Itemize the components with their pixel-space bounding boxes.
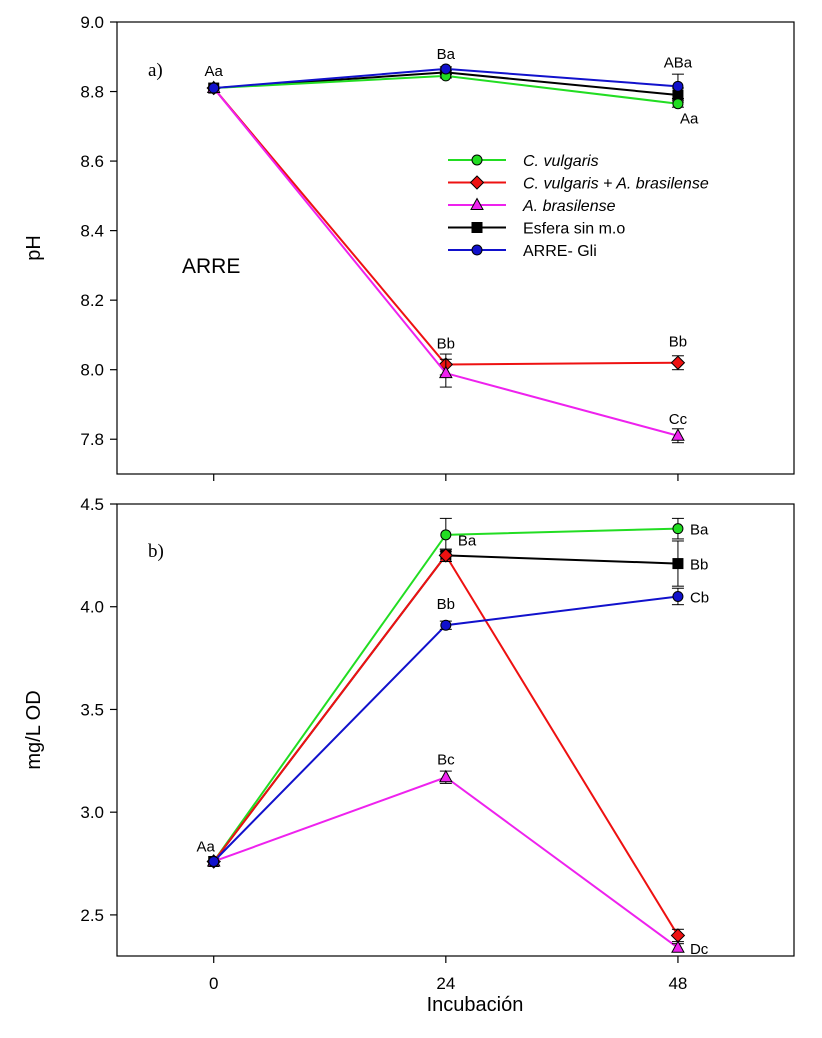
data-point [440, 529, 452, 541]
data-point [438, 769, 453, 783]
y-tick-label: 4.0 [80, 598, 104, 617]
significance-label: Ba [437, 46, 456, 63]
y-tick-label: 4.5 [80, 495, 104, 514]
significance-label: Bb [437, 596, 455, 613]
legend-label: ARRE- Gli [523, 243, 597, 260]
legend-label: A. brasilense [522, 198, 616, 215]
data-point [672, 558, 684, 570]
legend-item-arre-gli: ARRE- Gli [448, 243, 597, 260]
data-point [438, 365, 453, 379]
significance-label: Dc [690, 941, 709, 958]
data-point [670, 928, 686, 943]
series-line [213, 776, 679, 949]
legend-item-c-vulgaris-a-brasilense: C. vulgaris + A. brasilense [448, 175, 709, 193]
significance-label: Ba [690, 522, 709, 539]
data-point [671, 940, 685, 953]
series-arre-gli [208, 63, 684, 99]
legend-swatch-marker [471, 222, 483, 233]
y-tick-label: 8.0 [80, 361, 104, 380]
series-esfera-sin-m-o [208, 540, 684, 867]
y-tick-label: 8.8 [80, 83, 104, 102]
significance-label: Ba [458, 532, 477, 549]
panel-b-od-chart: b) mg/L OD 2.5 3.0 3.5 4.0 4.5 Aa Ba Bb Bc Ba Bb C… [23, 495, 795, 1016]
legend-label: C. vulgaris [523, 153, 599, 170]
y-tick-label: 9.0 [80, 13, 104, 32]
y-tick-label: 7.8 [80, 430, 104, 449]
panel-b-frame [116, 503, 795, 957]
series-a-brasilense [206, 80, 685, 444]
data-point [438, 548, 454, 563]
panel-a-frame [116, 21, 795, 475]
series-c-vulgaris [208, 517, 684, 867]
legend-swatch-marker [469, 175, 485, 190]
significance-label: ABa [664, 54, 693, 71]
panel-a-annotations: Aa Ba ABa Aa Bb Bb Cc [205, 46, 699, 428]
data-point [440, 63, 452, 75]
panel-b-annotations: Aa Ba Bb Bc Ba Bb Cb Dc [197, 522, 710, 958]
data-point [672, 523, 684, 535]
x-axis-label: Incubación [427, 994, 524, 1016]
legend-swatch-marker [470, 197, 484, 210]
data-point [671, 428, 685, 441]
significance-label: Bb [669, 334, 687, 351]
data-point [672, 98, 684, 110]
data-point [670, 355, 686, 370]
y-tick-label: 8.4 [80, 222, 104, 241]
legend-swatch-marker [471, 244, 483, 256]
significance-label: Aa [680, 111, 699, 128]
significance-label: Bb [437, 335, 455, 352]
panel-a-y-axis-label: pH [23, 235, 45, 261]
panel-b-ticks: 2.5 3.0 3.5 4.0 4.5 [80, 495, 679, 963]
data-point [672, 590, 684, 602]
x-axis-ticks: 0 24 48 [209, 974, 687, 993]
panel-a-ph-chart: a) ARRE pH 7.8 8.0 8.2 8.4 8.6 8.8 9.0 Aa Ba ABa… [23, 13, 795, 481]
significance-label: Aa [205, 63, 224, 80]
significance-label: Cb [690, 589, 709, 606]
panel-b-label: b) [148, 541, 164, 562]
x-tick-label: 0 [209, 974, 218, 993]
data-point [208, 82, 220, 94]
x-tick-label: 48 [668, 974, 687, 993]
data-point [208, 855, 220, 867]
significance-label: Aa [197, 838, 216, 855]
series-arre-gli [208, 587, 684, 867]
y-tick-label: 8.2 [80, 291, 104, 310]
data-point [440, 619, 452, 631]
legend-label: Esfera sin m.o [523, 221, 625, 238]
legend-item-esfera-sin-m-o: Esfera sin m.o [448, 221, 625, 238]
legend-item-a-brasilense: A. brasilense [448, 197, 616, 215]
legend-label: C. vulgaris + A. brasilense [523, 176, 709, 193]
panel-a-series [206, 63, 686, 444]
y-tick-label: 3.0 [80, 803, 104, 822]
series-a-brasilense [206, 769, 685, 953]
series-line [212, 527, 678, 863]
x-tick-label: 24 [436, 974, 455, 993]
series-c-vulgaris [208, 70, 684, 110]
legend-item-c-vulgaris: C. vulgaris [448, 153, 599, 170]
y-tick-label: 2.5 [80, 906, 104, 925]
legend: C. vulgaris C. vulgaris + A. brasilense A.… [448, 153, 709, 260]
data-point [672, 80, 684, 92]
panel-b-y-axis-label: mg/L OD [23, 690, 45, 769]
panel-a-label: a) [148, 60, 163, 81]
panel-a-ticks: 7.8 8.0 8.2 8.4 8.6 8.8 9.0 [80, 13, 679, 481]
y-tick-label: 8.6 [80, 152, 104, 171]
panel-b-series [206, 517, 686, 953]
significance-label: Bc [437, 751, 455, 768]
significance-label: Bb [690, 557, 708, 574]
significance-label: Cc [669, 411, 688, 428]
y-tick-label: 3.5 [80, 700, 104, 719]
legend-swatch-marker [471, 154, 483, 166]
panel-a-inset-label: ARRE [182, 255, 240, 278]
